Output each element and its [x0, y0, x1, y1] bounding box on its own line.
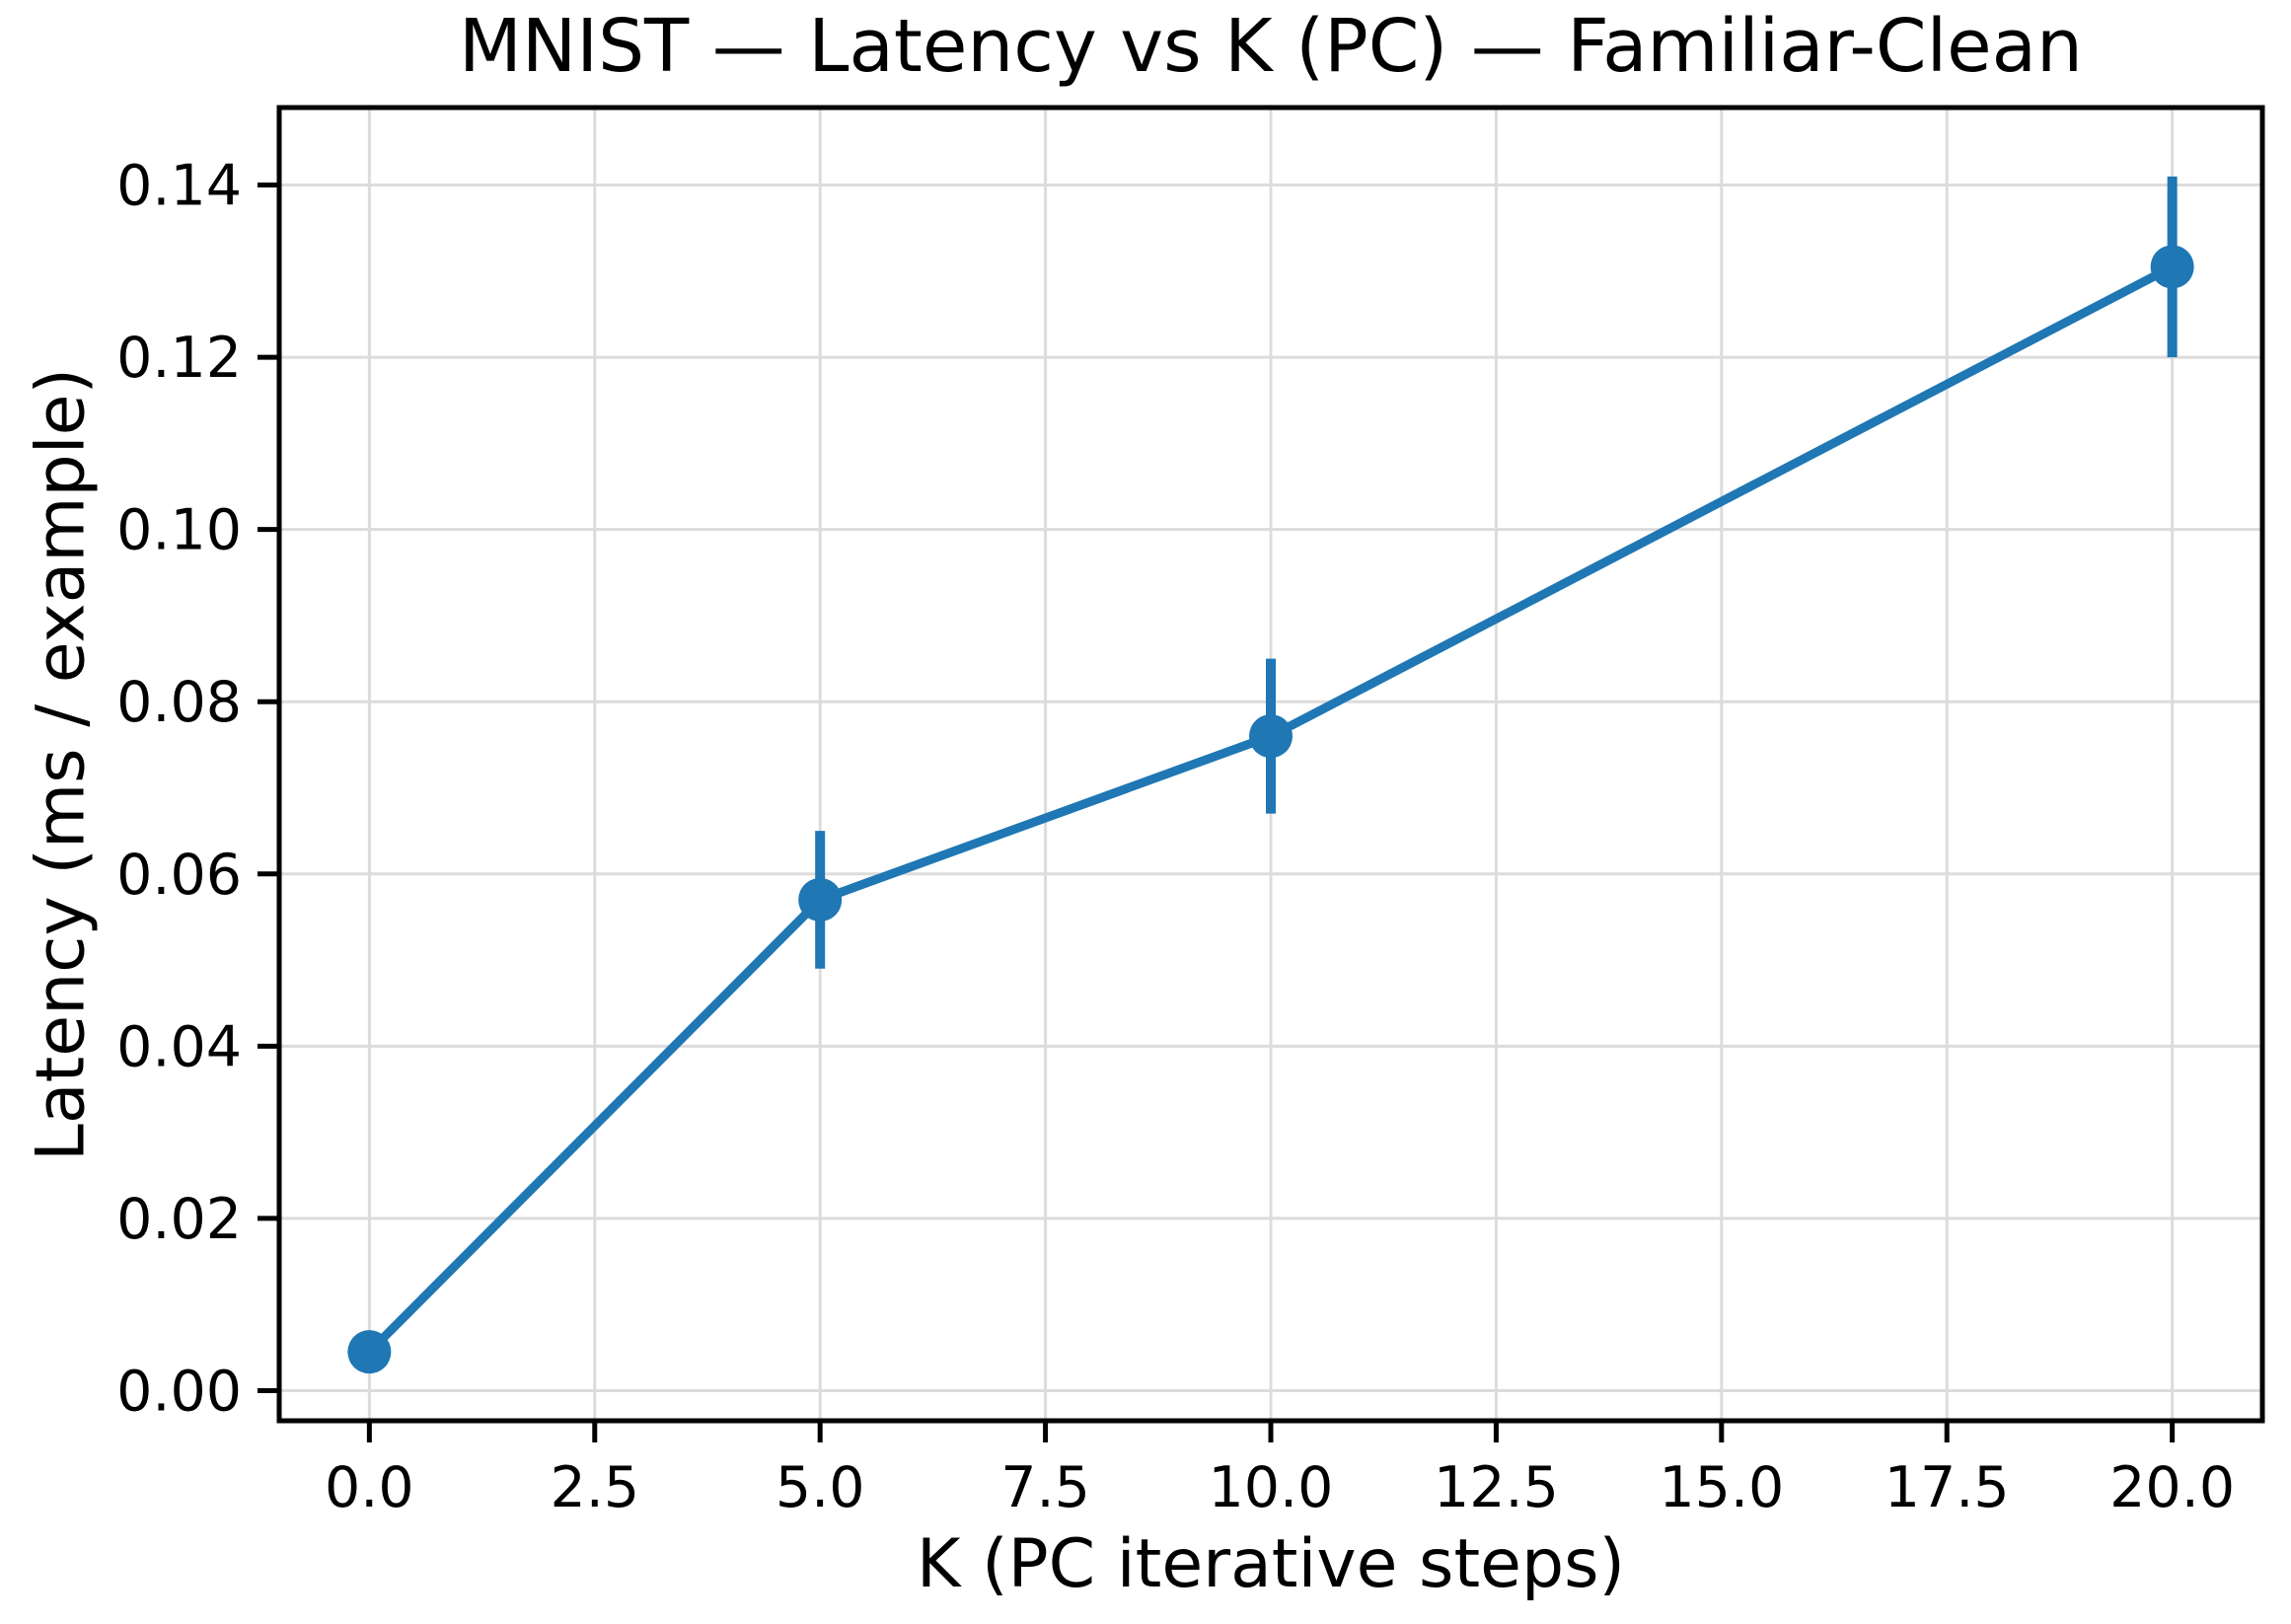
- y-tick-label: 0.06: [116, 843, 242, 908]
- y-tick-label: 0.04: [116, 1014, 242, 1079]
- y-tick-label: 0.08: [116, 670, 242, 735]
- y-tick-label: 0.12: [116, 326, 242, 391]
- chart-title: MNIST — Latency vs K (PC) — Familiar-Cle…: [459, 4, 2083, 89]
- y-axis-label: Latency (ms / example): [22, 368, 101, 1161]
- x-tick-label: 5.0: [776, 1455, 865, 1520]
- x-tick-label: 2.5: [550, 1455, 639, 1520]
- x-tick-label: 0.0: [325, 1455, 414, 1520]
- data-line: [366, 262, 2175, 1356]
- x-tick-label: 17.5: [1885, 1455, 2010, 1520]
- x-tick-label: 10.0: [1209, 1455, 1334, 1520]
- y-tick-label: 0.02: [116, 1187, 242, 1252]
- data-point-marker: [347, 1330, 392, 1374]
- x-tick-label: 12.5: [1434, 1455, 1559, 1520]
- x-axis-label: K (PC iterative steps): [916, 1525, 1626, 1603]
- axes-frame: [276, 105, 2265, 1424]
- data-point-marker: [798, 877, 843, 922]
- y-tick-label: 0.10: [116, 498, 242, 563]
- data-point-marker: [1249, 714, 1293, 759]
- x-tick-label: 20.0: [2109, 1455, 2235, 1520]
- x-tick-label: 15.0: [1659, 1455, 1784, 1520]
- data-point-marker: [2150, 245, 2194, 289]
- x-tick-label: 7.5: [1000, 1455, 1090, 1520]
- y-tick-label: 0.14: [116, 154, 242, 219]
- y-tick-label: 0.00: [116, 1359, 242, 1424]
